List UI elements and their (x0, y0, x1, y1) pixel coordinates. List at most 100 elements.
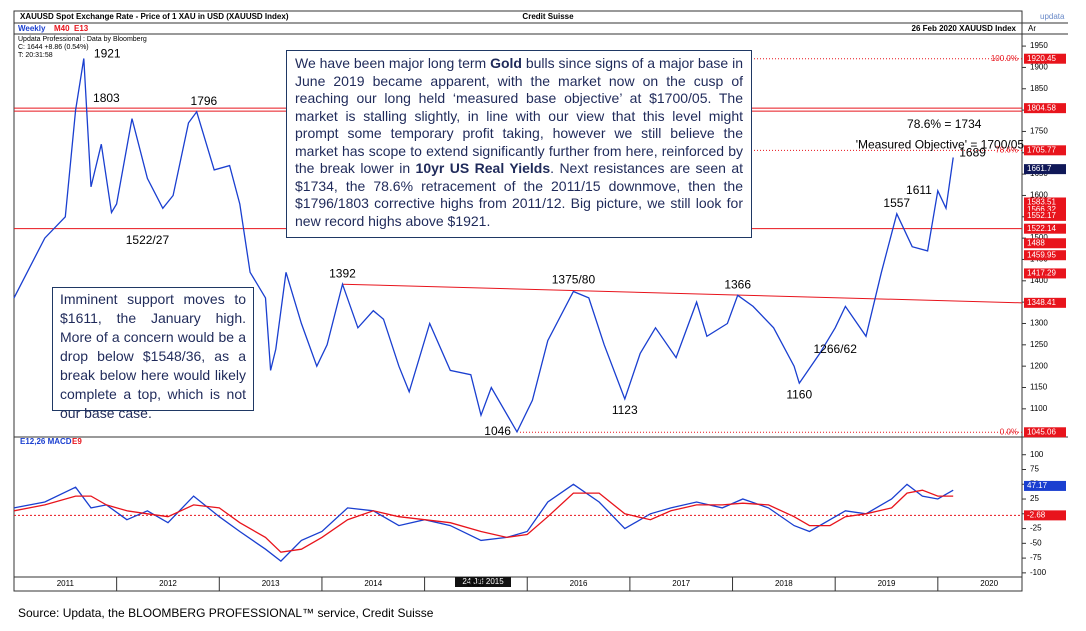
date-marker-box (455, 577, 511, 587)
x-tick-label: 2012 (159, 579, 177, 588)
price-tag-label: 1522.14 (1027, 224, 1056, 233)
price-tag (1024, 268, 1066, 279)
price-tag (1024, 103, 1066, 114)
axis-tag: Ar (1028, 24, 1036, 33)
price-tag-label: -2.68 (1027, 510, 1046, 519)
y-tick-label: 1150 (1030, 383, 1048, 392)
price-line (13, 489, 954, 553)
x-tick-label: 2020 (980, 579, 998, 588)
info: T: 20:31:58 (18, 52, 53, 59)
commentary: We have been major long term Gold bulls … (286, 50, 752, 238)
y-tick-label: -25 (1030, 524, 1042, 533)
support-note: Imminent support moves to $1611, the Jan… (52, 287, 254, 421)
commentary-text: . Next resistances are seen at $1734, th… (295, 160, 743, 229)
y-tick-label: 1200 (1030, 361, 1048, 370)
point-label: 1046 (484, 424, 511, 438)
x-tick-label: 2018 (775, 579, 793, 588)
level-label: 78.6% (995, 145, 1018, 154)
commentary-text: Gold (490, 55, 522, 71)
x-tick-label: 2014 (364, 579, 382, 588)
price-tag (1024, 250, 1066, 261)
level-label: 0.0% (1000, 427, 1018, 436)
legend-entry: E9 (72, 437, 82, 446)
price-tag (1024, 53, 1066, 64)
x-tick-label: 2013 (262, 579, 280, 588)
y-tick-label: 25 (1030, 494, 1039, 503)
ma-label: M40 (54, 24, 70, 33)
price-tag (1024, 204, 1066, 215)
y-tick-label: 1850 (1030, 84, 1048, 93)
price-tag-label: 1045.06 (1027, 427, 1056, 436)
point-label: 1522/27 (126, 233, 170, 247)
price-tag (1024, 297, 1066, 308)
y-tick-label: 1950 (1030, 41, 1048, 50)
point-label: 1796 (191, 94, 218, 108)
y-tick-label: 75 (1030, 465, 1039, 474)
point-label: 1392 (329, 266, 356, 280)
y-tick-label: 1750 (1030, 127, 1048, 136)
commentary-text: We have been major long term (295, 55, 491, 71)
point-label: 1803 (93, 91, 120, 105)
y-tick-label: 1500 (1030, 233, 1048, 242)
y-tick-label: -50 (1030, 538, 1042, 547)
date-marker: 24 Jul 2015 (462, 577, 504, 586)
price-tag-label: 1661.7 (1027, 164, 1052, 173)
annotation: 78.6% = 1734 (907, 117, 982, 131)
point-label: 1375/80 (552, 272, 596, 286)
point-label: 1123 (612, 403, 638, 417)
y-tick-label: 1300 (1030, 319, 1048, 328)
logo: updata (1040, 12, 1065, 21)
price-tag (1024, 164, 1066, 175)
price-line (13, 58, 954, 434)
info: C: 1644 +8.86 (0.54%) (18, 44, 89, 51)
date-symbol: 26 Feb 2020 XAUUSD Index (912, 24, 1017, 33)
point-label: 1921 (94, 47, 121, 61)
price-tag (1024, 238, 1066, 249)
point-label: 1160 (786, 387, 812, 401)
point-label: 1266/62 (813, 342, 857, 356)
x-tick-label: 2011 (57, 579, 75, 588)
x-tick-label: 2016 (570, 579, 588, 588)
commentary-text: bulls since signs of a major base in Jun… (295, 55, 743, 176)
trendline (342, 283, 1023, 304)
price-tag-label: 1583.51 (1027, 198, 1056, 207)
level-label: 100.0% (991, 54, 1018, 63)
y-tick-label: 100 (1030, 450, 1044, 459)
ma-label: E13 (74, 24, 89, 33)
x-tick-label: 2017 (672, 579, 690, 588)
point-label: 1557 (883, 196, 910, 210)
y-tick-label: 1900 (1030, 63, 1048, 72)
y-tick-label: -100 (1030, 568, 1047, 577)
y-tick-label: -75 (1030, 553, 1042, 562)
source: Source: Updata, the BLOOMBERG PROFESSION… (18, 606, 434, 620)
price-tag (1024, 480, 1066, 491)
legend-entry: E12,26 MACD (20, 437, 72, 446)
price-tag-label: 1566.32 (1027, 205, 1056, 214)
point-label: 1611 (906, 183, 932, 197)
price-tag (1024, 145, 1066, 156)
y-tick-label: 1400 (1030, 276, 1048, 285)
info: Updata Professional : Data by Bloomberg (18, 36, 147, 43)
price-tag-label: 1488 (1027, 238, 1045, 247)
brand: Credit Suisse (522, 12, 574, 21)
price-tag (1024, 210, 1066, 221)
price-tag-label: 1348.41 (1027, 298, 1056, 307)
period: Weekly (18, 24, 46, 33)
price-tag-label: 1417.29 (1027, 269, 1056, 278)
x-tick-label: 2015 (467, 579, 485, 588)
title: XAUUSD Spot Exchange Rate - Price of 1 X… (20, 12, 289, 21)
price-tag (1024, 223, 1066, 234)
price-tag-label: 1552.17 (1027, 211, 1056, 220)
commentary-text: 10yr US Real Yields (415, 160, 551, 176)
price-tag-label: 1705.77 (1027, 145, 1056, 154)
price-tag-label: 47.17 (1027, 481, 1048, 490)
price-tag (1024, 510, 1066, 521)
price-tag (1024, 427, 1066, 438)
point-label: 1689 (959, 146, 986, 160)
price-tag-label: 1920.45 (1027, 54, 1056, 63)
y-tick-label: 1600 (1030, 191, 1048, 200)
point-label: 1366 (724, 277, 751, 291)
price-tag-label: 1804.58 (1027, 103, 1056, 112)
y-tick-label: 1100 (1030, 404, 1048, 413)
